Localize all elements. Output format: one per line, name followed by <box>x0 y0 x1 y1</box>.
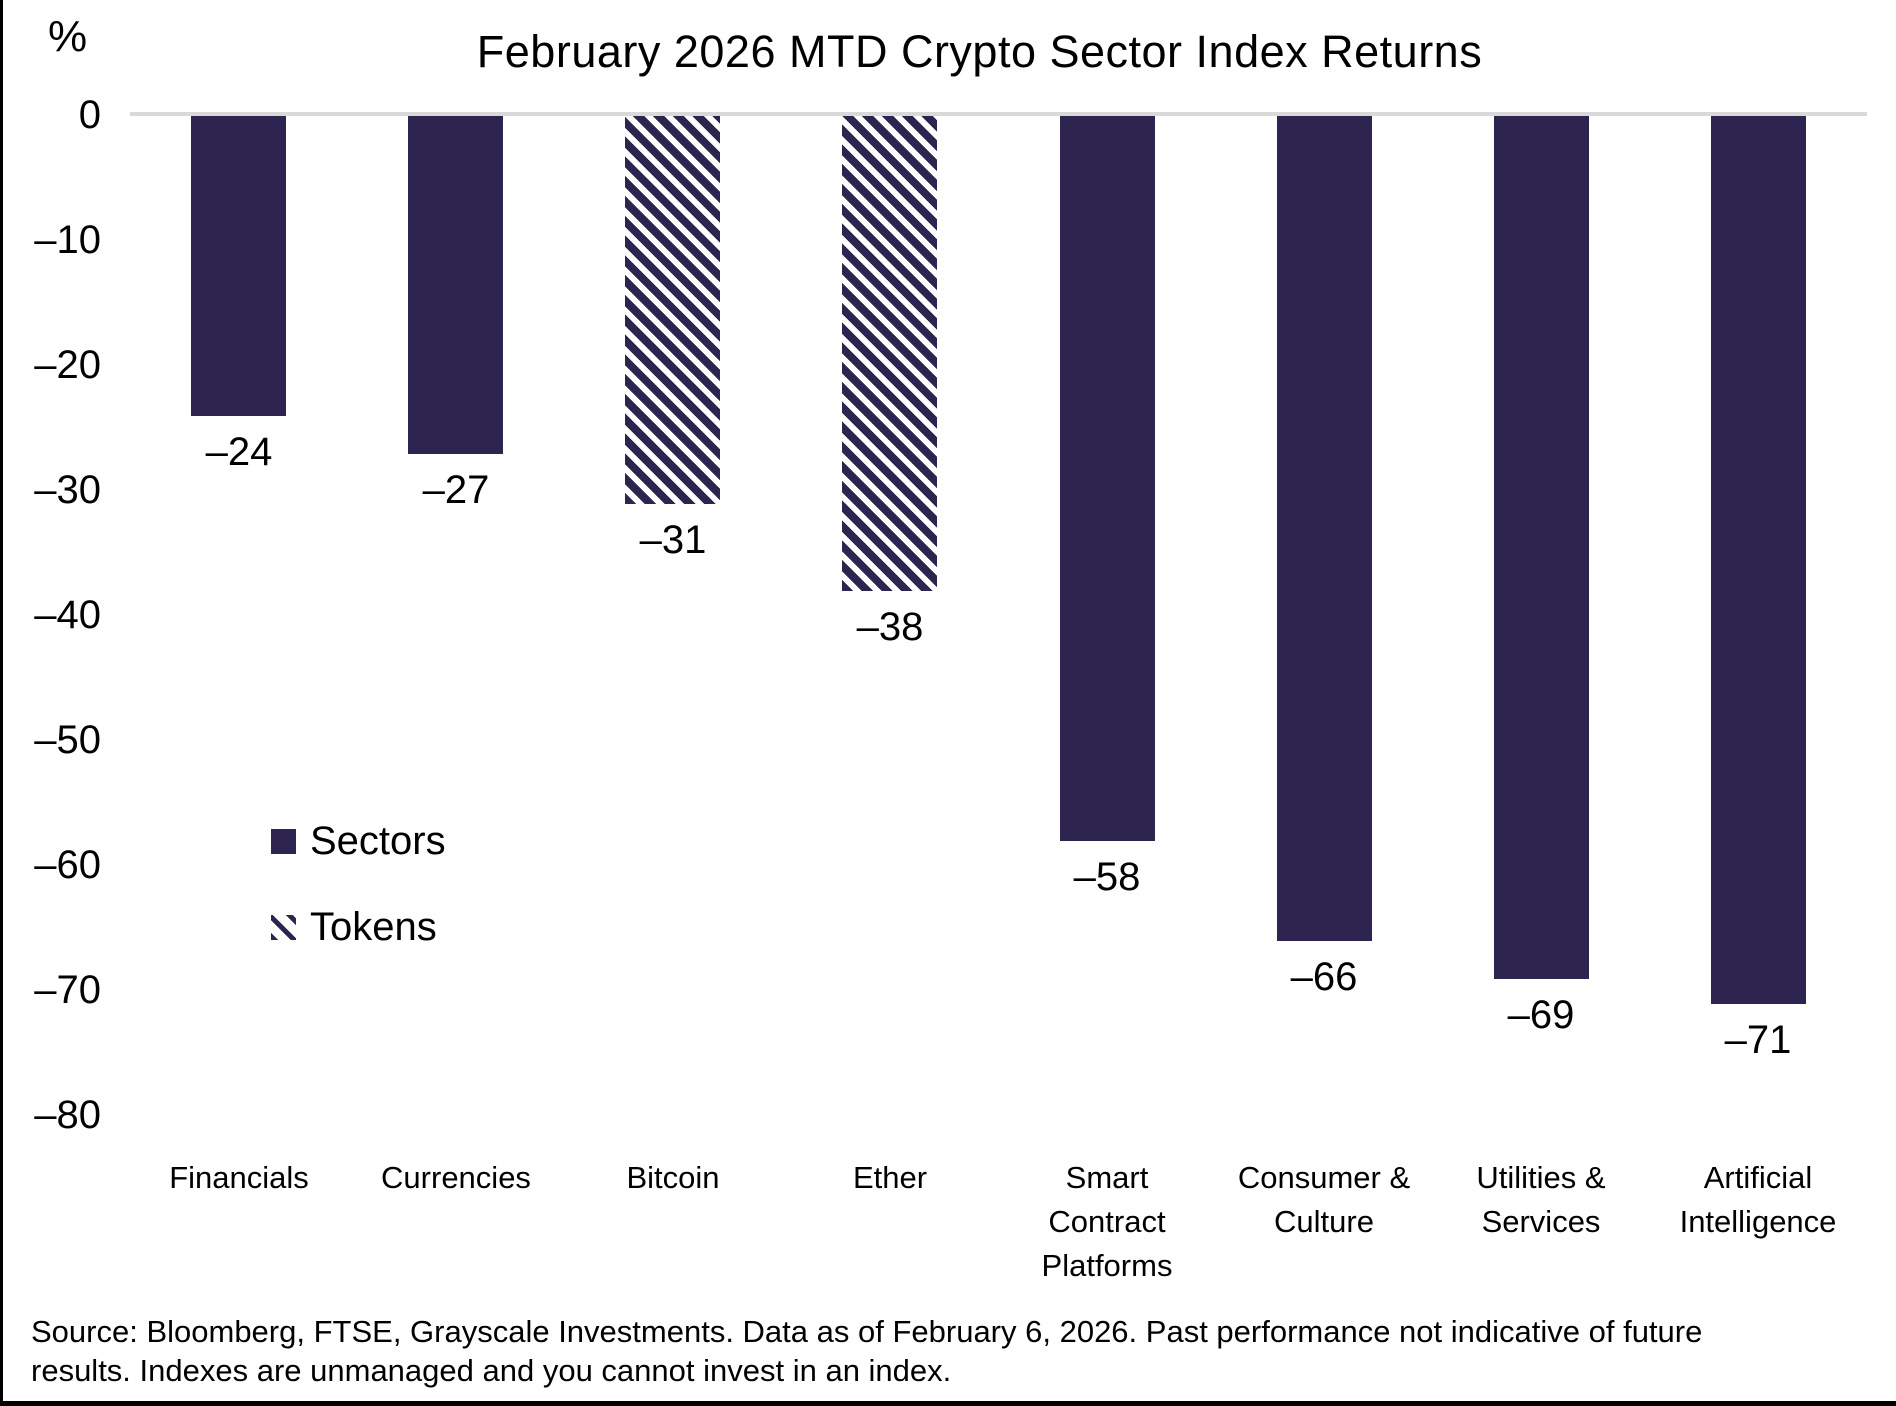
source-note: Source: Bloomberg, FTSE, Grayscale Inves… <box>31 1314 1703 1388</box>
bar-utilities-services <box>1494 116 1589 979</box>
y-tick-label: –70 <box>34 968 101 1012</box>
sectors-swatch-icon <box>271 828 296 854</box>
value-label: –31 <box>639 518 707 562</box>
value-label: –27 <box>422 468 490 512</box>
tokens-swatch-icon <box>271 914 296 940</box>
category-label: Bitcoin <box>626 1160 720 1195</box>
y-tick-label: –30 <box>34 468 101 512</box>
legend-label: Sectors <box>310 818 446 863</box>
category-label: Ether <box>852 1160 928 1195</box>
legend-item-sectors: Sectors <box>271 819 446 863</box>
category-label: Smart Contract Platforms <box>1041 1160 1173 1283</box>
value-label: –58 <box>1073 855 1141 899</box>
zero-baseline <box>130 112 1867 116</box>
y-tick-label: –60 <box>34 843 101 887</box>
y-tick-label: –40 <box>34 593 101 637</box>
value-label: –69 <box>1507 993 1575 1037</box>
bar-ether <box>842 116 937 591</box>
y-tick-label: 0 <box>78 93 101 137</box>
chart-title: February 2026 MTD Crypto Sector Index Re… <box>476 26 1483 77</box>
legend-item-tokens: Tokens <box>271 905 446 949</box>
category-label: Financials <box>169 1160 309 1195</box>
bar-smart-contract-platforms <box>1060 116 1155 841</box>
bar-currencies <box>408 116 503 454</box>
legend: Sectors Tokens <box>271 819 446 996</box>
bar-consumer-culture <box>1277 116 1372 941</box>
y-axis-unit-label: % <box>48 12 88 61</box>
category-label: Utilities & Services <box>1476 1160 1606 1239</box>
category-label: Consumer & Culture <box>1237 1160 1411 1239</box>
bar-artificial-intelligence <box>1711 116 1806 1004</box>
value-label: –24 <box>205 430 273 474</box>
value-label: –71 <box>1724 1018 1792 1062</box>
y-tick-label: –20 <box>34 343 101 387</box>
bar-bitcoin <box>625 116 720 504</box>
category-label: Currencies <box>381 1160 531 1195</box>
category-label: Artificial Intelligence <box>1679 1160 1837 1239</box>
legend-label: Tokens <box>310 904 437 949</box>
y-tick-label: –50 <box>34 718 101 762</box>
bar-financials <box>191 116 286 416</box>
value-label: –66 <box>1290 955 1358 999</box>
value-label: –38 <box>856 605 924 649</box>
y-tick-label: –10 <box>34 218 101 262</box>
y-tick-label: –80 <box>34 1093 101 1137</box>
